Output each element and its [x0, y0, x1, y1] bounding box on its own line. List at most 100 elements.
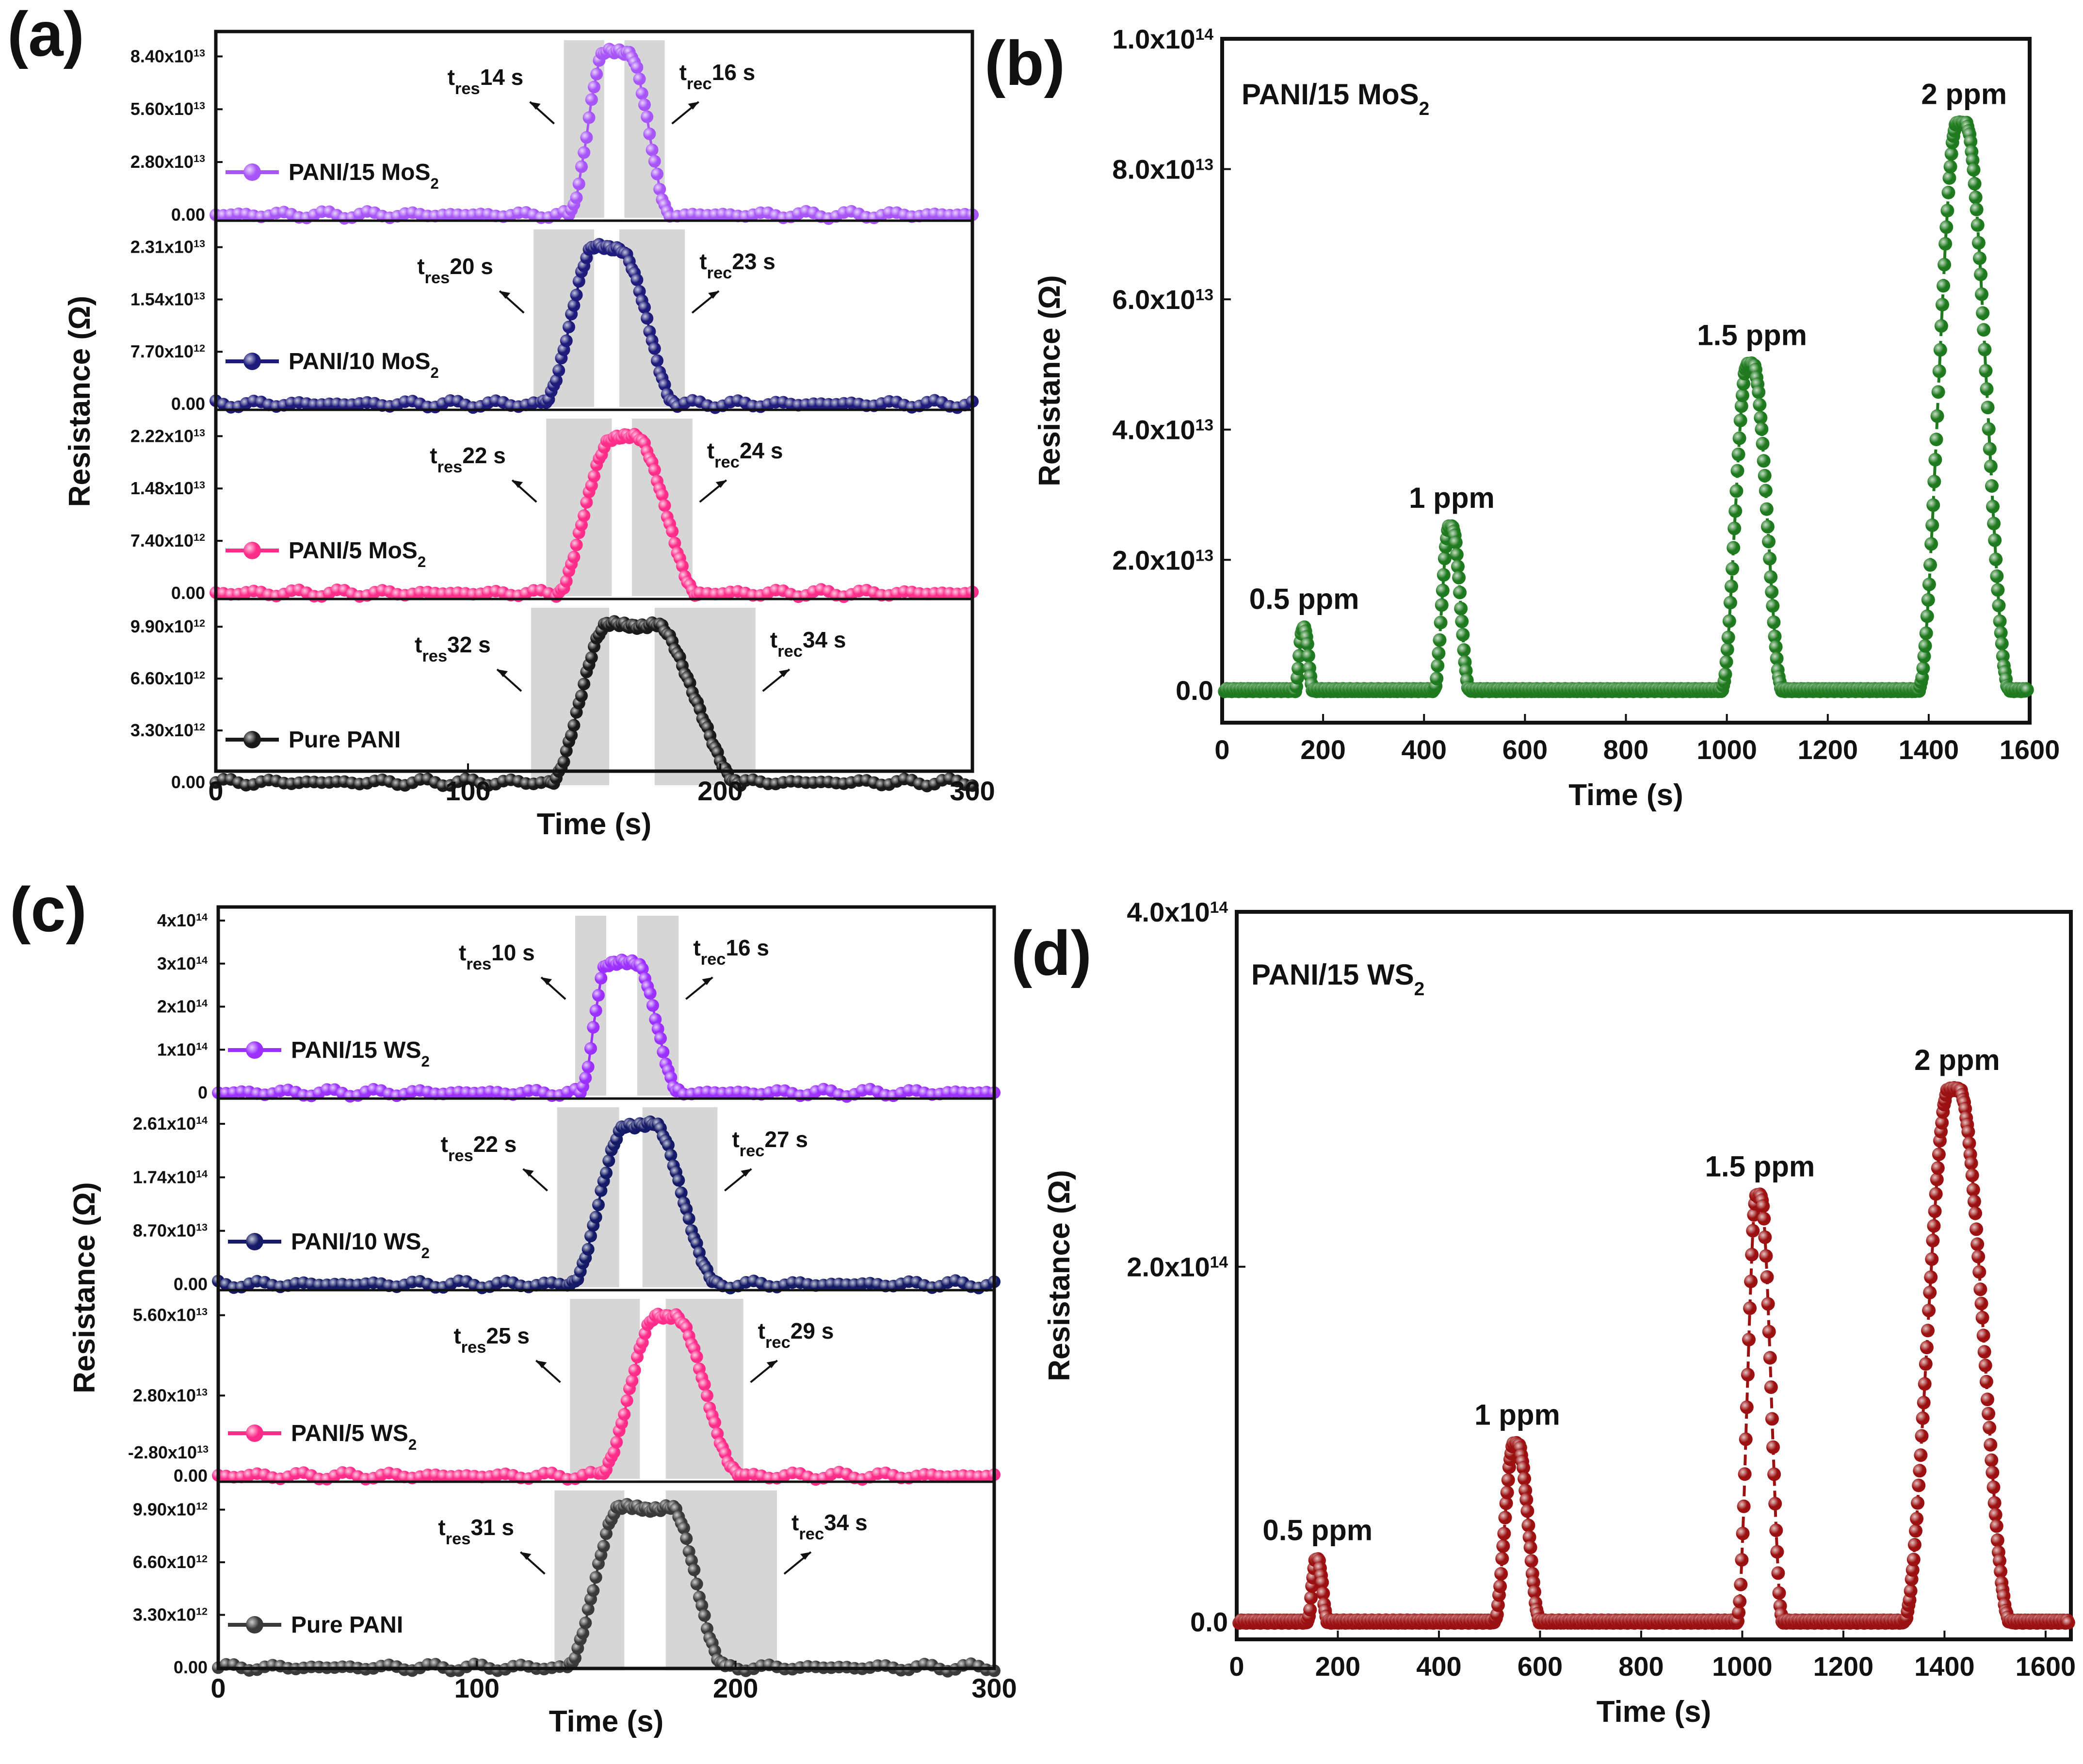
data-point [1970, 203, 1984, 216]
data-point [592, 1198, 605, 1212]
data-point [666, 525, 679, 538]
data-point [585, 651, 598, 664]
data-point [1971, 1250, 1986, 1263]
data-point [1762, 1325, 1776, 1339]
data-point [1759, 1249, 1773, 1263]
data-point [1933, 343, 1947, 357]
data-point [688, 1563, 701, 1576]
data-point [575, 160, 588, 173]
data-point [1764, 1380, 1778, 1394]
data-point [641, 110, 654, 123]
data-point [1984, 459, 1998, 473]
data-point [1929, 1187, 1943, 1201]
data-point [1729, 484, 1744, 498]
data-point [1501, 1473, 1515, 1487]
data-point [570, 191, 583, 204]
data-point [579, 1617, 592, 1630]
x-tick-label: 1000 [1712, 1651, 1773, 1682]
series-stack: 0.00 3.30x1012 6.60x1012 9.90x1012 Pure PANI… [130, 608, 979, 793]
data-point [1433, 633, 1447, 647]
chart-title: PANI/15 MoS2 [1242, 78, 1429, 119]
data-point [1736, 1526, 1750, 1540]
data-point [1735, 388, 1749, 403]
data-point [1920, 1341, 1934, 1355]
y-tick-label: 2.80x1013 [133, 1385, 208, 1405]
data-point [585, 93, 598, 106]
arrow-head [530, 102, 541, 110]
data-point [1769, 640, 1783, 654]
data-point [1916, 1411, 1930, 1425]
data-point [1491, 1598, 1505, 1612]
data-point [1924, 537, 1938, 551]
data-point [1986, 1466, 2000, 1479]
data-point [1726, 562, 1740, 576]
data-point [1994, 626, 2008, 640]
y-tick-label: 3.30x1012 [133, 1605, 208, 1625]
trec-annotation: trec24 s [707, 438, 783, 471]
x-tick-label: 0 [208, 776, 223, 806]
data-point [672, 1174, 685, 1187]
data-point [1943, 160, 1957, 174]
y-axis-title: Resistance (Ω) [1033, 275, 1066, 486]
data-point [1760, 502, 1774, 516]
data-point [578, 678, 591, 691]
series-stack: 0.00 2.80x1013 5.60x1013 8.40x1013 PANI/15 M… [130, 40, 979, 225]
data-point [567, 719, 581, 732]
y-tick-label: 2.31x1013 [130, 237, 205, 257]
y-tick-label: 0.00 [171, 205, 205, 225]
data-point [1904, 1584, 1918, 1598]
data-point [1753, 398, 1767, 412]
data-point [589, 1211, 602, 1224]
y-tick-label: 3.30x1012 [130, 720, 205, 740]
data-point [1757, 1212, 1771, 1226]
data-point [587, 1021, 600, 1034]
data-point [1722, 614, 1736, 628]
y-tick-label: 6.0x1013 [1112, 284, 1213, 315]
data-point [590, 67, 603, 81]
panel-label: (c) [10, 874, 87, 945]
data-point [709, 1416, 721, 1429]
data-point [1909, 1524, 1922, 1538]
data-point [1970, 1222, 1984, 1236]
data-point [1523, 1540, 1537, 1554]
y-tick-label: 9.90x1012 [133, 1500, 208, 1520]
data-point [664, 1149, 678, 1162]
data-point [1929, 433, 1943, 446]
y-tick-label: -2.80x1013 [128, 1442, 209, 1462]
data-point [1940, 204, 1954, 218]
data-point [1757, 454, 1771, 468]
data-point [1763, 1351, 1777, 1365]
data-point [1926, 498, 1940, 512]
data-point [1746, 1224, 1760, 1238]
data-point [1927, 1219, 1941, 1233]
data-point [584, 1042, 597, 1055]
data-point [1970, 218, 1985, 232]
data-point [656, 488, 669, 502]
data-point [1768, 1497, 1782, 1511]
data-point [1994, 1565, 2008, 1578]
data-point [1934, 319, 1948, 333]
data-point [1301, 649, 1315, 663]
data-point [1914, 1448, 1928, 1462]
legend-label: PANI/15 WS2 [291, 1037, 430, 1070]
data-point [581, 1060, 595, 1073]
data-point [1734, 399, 1748, 413]
y-tick-label: 5.60x1013 [130, 99, 205, 119]
y-tick-label: 2x1014 [157, 997, 208, 1017]
data-point [1917, 649, 1931, 664]
concentration-label: 1.5 ppm [1705, 1150, 1815, 1182]
data-point [1434, 615, 1448, 630]
trec-annotation: trec27 s [732, 1127, 808, 1160]
data-point [1932, 1148, 1946, 1161]
data-point [1500, 1486, 1514, 1500]
y-tick-label: 5.60x1013 [133, 1305, 208, 1325]
data-point [1924, 1270, 1938, 1284]
arrow-head [500, 291, 511, 299]
data-point [1926, 1233, 1940, 1247]
data-point [1993, 1554, 2006, 1568]
data-point [1755, 422, 1769, 436]
data-point [567, 299, 581, 312]
data-point [1498, 1511, 1512, 1524]
data-point [644, 987, 657, 1000]
data-point [1982, 422, 1996, 436]
